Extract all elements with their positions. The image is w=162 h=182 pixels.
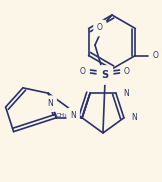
Text: N: N [131,113,137,122]
Text: O: O [80,68,86,76]
Text: N: N [70,111,76,120]
Text: N: N [123,89,129,98]
Text: O: O [152,51,158,60]
Text: O: O [97,23,103,33]
Text: S: S [101,70,109,80]
Text: N: N [47,99,53,108]
Text: CH₃: CH₃ [55,113,67,118]
Text: O: O [124,68,130,76]
